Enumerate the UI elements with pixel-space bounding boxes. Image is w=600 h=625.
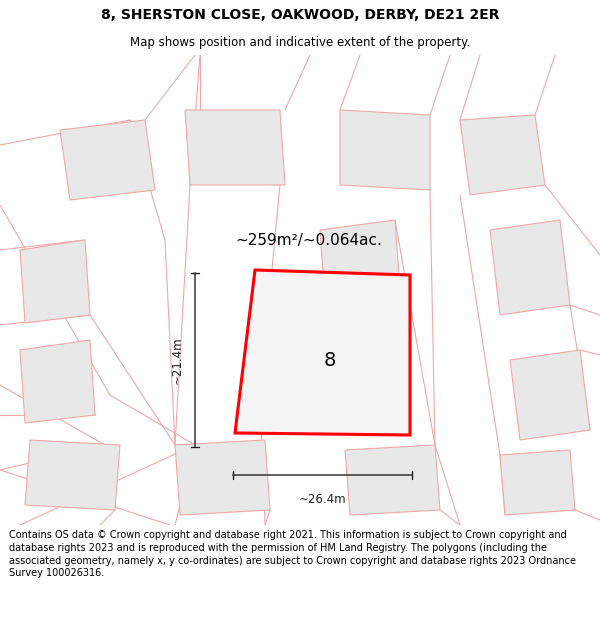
Polygon shape [25, 440, 120, 510]
Polygon shape [20, 340, 95, 423]
Text: ~26.4m: ~26.4m [299, 493, 346, 506]
Polygon shape [500, 450, 575, 515]
Polygon shape [340, 110, 430, 190]
Text: Map shows position and indicative extent of the property.: Map shows position and indicative extent… [130, 36, 470, 49]
Polygon shape [320, 220, 400, 300]
Polygon shape [255, 320, 330, 395]
Text: 8, SHERSTON CLOSE, OAKWOOD, DERBY, DE21 2ER: 8, SHERSTON CLOSE, OAKWOOD, DERBY, DE21 … [101, 8, 499, 22]
Polygon shape [175, 440, 270, 515]
Polygon shape [460, 115, 545, 195]
Polygon shape [60, 120, 155, 200]
Polygon shape [345, 445, 440, 515]
Text: ~21.4m: ~21.4m [170, 336, 184, 384]
Text: ~259m²/~0.064ac.: ~259m²/~0.064ac. [235, 232, 382, 248]
Polygon shape [185, 110, 285, 185]
Polygon shape [490, 220, 570, 315]
Polygon shape [235, 270, 410, 435]
Polygon shape [20, 240, 90, 323]
Polygon shape [510, 350, 590, 440]
Text: Contains OS data © Crown copyright and database right 2021. This information is : Contains OS data © Crown copyright and d… [9, 530, 576, 578]
Text: 8: 8 [324, 351, 336, 369]
